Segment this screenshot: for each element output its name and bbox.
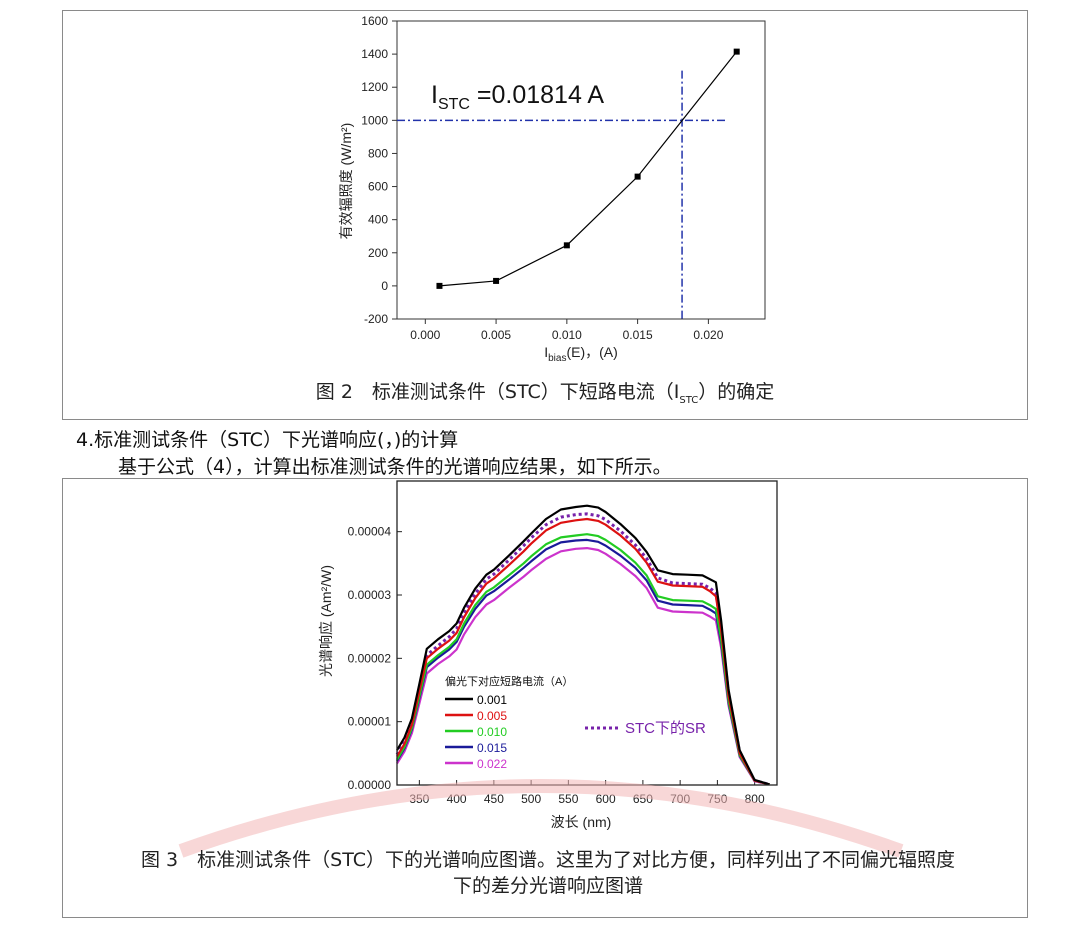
y-tick-label: 0: [381, 279, 388, 293]
y-tick-label: 1400: [361, 47, 388, 61]
y-tick-label: 1200: [361, 80, 388, 94]
x-tick-label: 500: [521, 792, 541, 806]
legend-label: 0.001: [477, 693, 507, 707]
y-tick-label: -200: [364, 312, 388, 326]
y-axis-label: 光谱响应 (Am²/W): [318, 565, 334, 677]
annotation-istc: ISTC =0.01814 A: [431, 81, 604, 113]
legend-label: 0.015: [477, 741, 507, 755]
y-tick-label: 0.00000: [348, 778, 392, 792]
x-tick-label: 450: [484, 792, 504, 806]
y-tick-label: 0.00004: [348, 525, 392, 539]
legend-label: 0.022: [477, 757, 507, 771]
caption-line-2: 下的差分光谱响应图谱: [452, 875, 643, 897]
x-tick-label: 0.020: [693, 328, 723, 342]
x-tick-label: 0.015: [623, 328, 653, 342]
figure-3-frame: 0.00000 0.00001 0.00002 0.00003 0.00004 350 40…: [62, 478, 1028, 918]
series-line-0.022: [396, 546, 770, 786]
x-tick-label: 0.005: [481, 328, 511, 342]
x-tick-label: 400: [447, 792, 467, 806]
stc-legend-label: STC下的SR: [625, 720, 706, 737]
y-tick-label: 600: [368, 180, 388, 194]
spectral-response-chart: 0.00000 0.00001 0.00002 0.00003 0.00004 350 40…: [318, 480, 778, 830]
x-axis-label: Ibias(E)，(A): [544, 344, 618, 364]
x-tick-label: 600: [596, 792, 616, 806]
y-tick-label: 0.00001: [348, 715, 392, 729]
x-tick-label: 800: [745, 792, 765, 806]
legend-title: 偏光下对应短路电流（A）: [445, 674, 573, 688]
x-tick-label: 650: [633, 792, 653, 806]
y-axis-label: 有效辐照度 (W/m²): [338, 123, 354, 240]
x-tick-label: 550: [558, 792, 578, 806]
legend-label: 0.010: [477, 725, 507, 739]
irradiance-vs-bias-chart: -200 0 200 400 600 800 1000 1200 1400 1600 0.000 0.…: [338, 14, 766, 364]
data-point: [634, 173, 641, 180]
y-tick-label: 1600: [361, 14, 388, 28]
section-paragraph: 基于公式（4），计算出标准测试条件的光谱响应结果，如下所示。: [118, 456, 672, 478]
figure-2-caption: 图 2 标准测试条件（STC）下短路电流（ISTC）的确定: [315, 381, 775, 406]
legend-label: 0.005: [477, 709, 507, 723]
series-line-0.010: [396, 533, 770, 786]
x-axis-label: 波长 (nm): [551, 814, 612, 830]
x-tick-label: 700: [670, 792, 690, 806]
series-line-0.005: [396, 517, 770, 786]
data-point: [563, 242, 570, 249]
y-tick-label: 200: [368, 246, 388, 260]
caption-line-1: 图 3 标准测试条件（STC）下的光谱响应图谱。这里为了对比方便，同样列出了不同…: [141, 849, 955, 871]
figure-2-frame: -200 0 200 400 600 800 1000 1200 1400 1600 0.000 0.…: [62, 10, 1028, 420]
y-tick-label: 400: [368, 213, 388, 227]
x-tick-label: 750: [707, 792, 727, 806]
data-point: [493, 277, 500, 284]
section-heading: 4.标准测试条件（STC）下光谱响应(，)的计算: [76, 429, 459, 451]
figure-3-caption: 图 3 标准测试条件（STC）下的光谱响应图谱。这里为了对比方便，同样列出了不同…: [83, 847, 1013, 899]
series-line-STC下的SR: [395, 512, 770, 786]
data-point: [436, 282, 443, 289]
x-tick-label: 0.010: [552, 328, 582, 342]
x-tick-label: 350: [409, 792, 429, 806]
y-tick-label: 1000: [361, 113, 388, 127]
y-tick-label: 0.00003: [348, 588, 392, 602]
y-tick-label: 800: [368, 146, 388, 160]
series-line-0.015: [396, 538, 770, 786]
y-tick-label: 0.00002: [348, 651, 392, 665]
data-point: [733, 48, 740, 55]
x-tick-label: 0.000: [410, 328, 440, 342]
series-line-0.001: [396, 504, 770, 786]
plot-frame: [396, 20, 766, 320]
